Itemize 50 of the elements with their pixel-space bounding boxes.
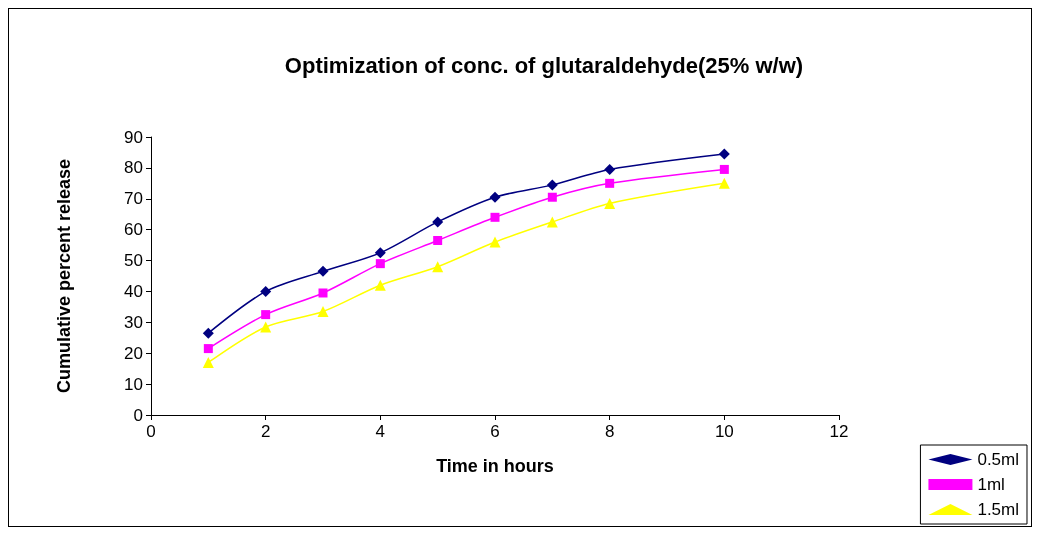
point: [260, 321, 272, 333]
point: [718, 148, 730, 160]
point: [203, 344, 213, 354]
point: [374, 247, 386, 259]
point: [261, 310, 271, 320]
point: [432, 216, 444, 228]
point: [604, 197, 616, 209]
y-tick-label: 50: [124, 251, 143, 271]
x-tick-label: 4: [375, 422, 386, 441]
chart-title: Optimization of conc. of glutaraldehyde(25% w/w): [284, 52, 804, 78]
point: [317, 306, 329, 318]
point: [605, 178, 615, 188]
point: [490, 212, 500, 222]
y-tick-label: 0: [133, 405, 143, 425]
point: [489, 191, 501, 203]
x-tick-label: 6: [490, 422, 500, 441]
y-axis-title: Cumulative percent release: [54, 158, 74, 394]
x-tick-label: 2: [260, 422, 271, 441]
point: [546, 179, 558, 191]
point: [719, 164, 729, 174]
point: [317, 265, 329, 277]
y-tick-label: 40: [124, 281, 143, 301]
point: [432, 261, 444, 273]
y-tick-label: 20: [124, 343, 143, 363]
point: [318, 288, 328, 298]
point: [433, 235, 443, 245]
x-tick-label: 8: [604, 422, 615, 441]
y-tick-label: 80: [124, 158, 143, 178]
y-tick-label: 90: [124, 127, 143, 147]
legend-label: 1ml: [977, 475, 1005, 494]
point: [374, 279, 386, 291]
point: [202, 356, 214, 368]
legend-label: 1.5ml: [977, 500, 1020, 519]
point: [604, 163, 616, 175]
point: [260, 285, 272, 297]
x-tick-label: 0: [146, 422, 156, 441]
x-tick-label: 12: [829, 422, 849, 441]
point: [375, 259, 385, 269]
point: [718, 177, 730, 189]
y-tick-label: 30: [124, 312, 143, 332]
point: [489, 236, 501, 248]
point: [546, 216, 558, 228]
point: [547, 192, 557, 202]
x-tick-label: 10: [714, 422, 734, 441]
x-axis-title: Time in hours: [436, 456, 554, 476]
y-tick-label: 60: [124, 220, 143, 240]
y-tick-label: 70: [124, 189, 143, 209]
legend-label: 0.5ml: [977, 450, 1020, 469]
point: [202, 327, 214, 339]
y-tick-label: 10: [124, 374, 143, 394]
